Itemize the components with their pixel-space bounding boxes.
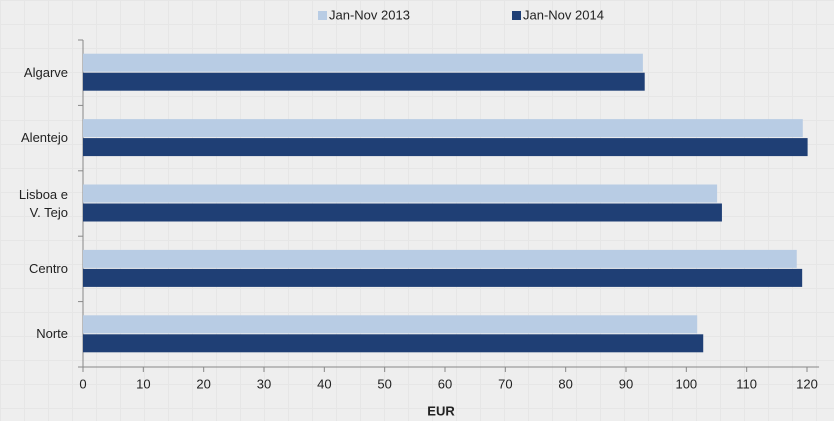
bar <box>83 203 722 222</box>
x-tick-label: 0 <box>79 376 86 391</box>
bar <box>83 184 718 203</box>
x-tick-label: 10 <box>136 376 150 391</box>
legend-swatch <box>318 11 327 20</box>
bar <box>83 53 643 72</box>
bar <box>83 249 797 268</box>
legend-label: Jan-Nov 2014 <box>523 7 604 22</box>
x-tick-label: 100 <box>675 376 697 391</box>
y-tick-label: Centro <box>28 260 68 276</box>
x-tick-label: 110 <box>736 376 757 391</box>
x-tick-label: 30 <box>257 376 271 391</box>
x-tick-label: 60 <box>438 376 452 391</box>
x-tick-label: 120 <box>796 376 818 391</box>
x-tick-label: 20 <box>196 376 210 391</box>
bar <box>83 315 698 334</box>
x-tick-label: 40 <box>317 376 331 391</box>
bar <box>83 119 803 138</box>
y-tick-label: Lisboa e V. Tejo <box>18 186 68 220</box>
bar <box>83 72 645 91</box>
x-tick-label: 80 <box>558 376 572 391</box>
y-tick-label: Norte <box>36 326 68 342</box>
x-tick-label: 90 <box>619 376 633 391</box>
legend-swatch <box>512 11 521 20</box>
x-tick-label: 50 <box>377 376 391 391</box>
bar <box>83 138 808 157</box>
legend-label: Jan-Nov 2013 <box>329 7 410 22</box>
bar <box>83 334 704 353</box>
y-tick-label: Alentejo <box>21 130 68 146</box>
y-tick-label: Algarve <box>23 64 68 80</box>
x-tick-label: 70 <box>498 376 512 391</box>
x-axis-label: EUR <box>427 403 455 418</box>
bar <box>83 268 803 287</box>
